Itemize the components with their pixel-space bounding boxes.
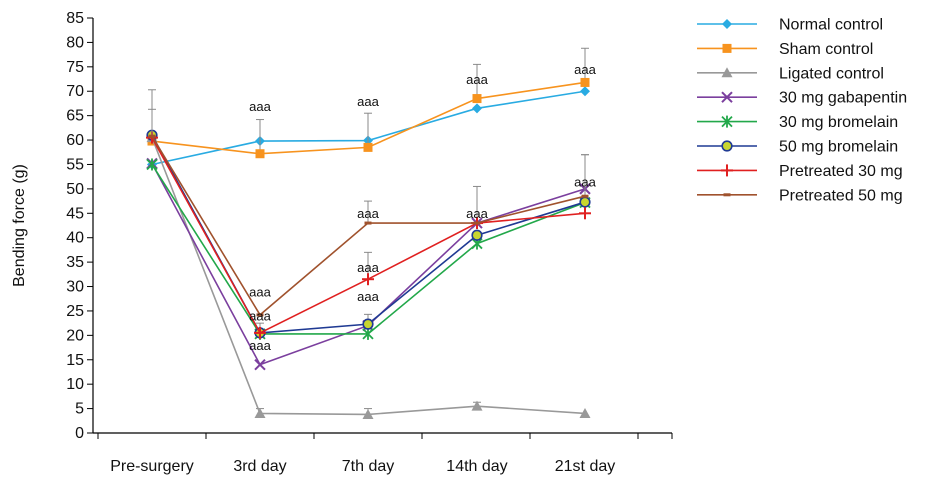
legend-label: 30 mg gabapentin <box>779 90 907 107</box>
legend-swatch-marker <box>721 67 733 78</box>
y-tick-label: 0 <box>75 425 84 442</box>
data-point <box>146 158 158 171</box>
y-tick-label: 60 <box>66 132 84 149</box>
y-tick-label: 30 <box>66 279 84 296</box>
legend-swatch-marker <box>721 115 733 128</box>
annotation-label: aaa <box>357 289 379 304</box>
data-point <box>579 196 591 208</box>
series-line <box>151 135 586 317</box>
legend-label: Ligated control <box>779 65 884 82</box>
legend-swatch-marker <box>721 164 733 177</box>
data-point <box>581 194 589 198</box>
legend-swatch-marker <box>722 43 732 53</box>
legend-item: Pretreated 50 mg <box>697 187 903 204</box>
data-point <box>254 407 266 418</box>
annotation-label: aaa <box>249 99 271 114</box>
y-tick-label: 85 <box>66 10 84 27</box>
annotation-label: aaa <box>249 338 271 353</box>
legend-swatch-marker-stroke <box>721 91 733 103</box>
x-tick-label: Pre-surgery <box>110 458 194 475</box>
data-point <box>473 221 481 225</box>
y-tick-label: 70 <box>66 83 84 100</box>
x-tick-label: 3rd day <box>233 458 286 475</box>
data-point <box>364 221 372 225</box>
annotations: aaa aaa aaa aaa aaa aaa aaa aaa aaa aaa aaa aaa <box>249 62 596 353</box>
legend-swatch-marker <box>723 193 731 197</box>
data-point <box>362 408 374 419</box>
legend-label: Pretreated 30 mg <box>779 163 903 180</box>
data-point <box>362 318 374 330</box>
legend-item: Normal control <box>697 17 883 34</box>
y-tick-label: 20 <box>66 327 84 344</box>
data-point <box>256 313 264 317</box>
data-point <box>362 327 374 340</box>
y-tick-label: 35 <box>66 254 84 271</box>
data-point <box>254 326 266 339</box>
legend-label: 30 mg bromelain <box>779 114 898 131</box>
legend-swatch-marker <box>722 19 732 29</box>
data-point <box>363 142 373 152</box>
y-tick-label: 10 <box>66 376 84 393</box>
annotation-label: aaa <box>249 309 271 324</box>
data-point <box>580 86 590 97</box>
y-tick-label: 80 <box>66 34 84 51</box>
y-axis-title: Bending force (g) <box>11 164 28 287</box>
legend-item: 30 mg bromelain <box>697 114 898 131</box>
data-point <box>579 407 591 418</box>
legend-item: Sham control <box>697 41 873 58</box>
legend-swatch-marker <box>721 140 733 152</box>
annotation-label: aaa <box>249 284 271 299</box>
y-tick-label: 45 <box>66 205 84 222</box>
data-point <box>471 229 483 241</box>
legend-item: Ligated control <box>697 65 884 82</box>
annotation-label: aaa <box>466 72 488 87</box>
data-point <box>255 149 265 159</box>
y-tick-label: 55 <box>66 156 84 173</box>
y-tick-label: 40 <box>66 230 84 247</box>
legend-label: Pretreated 50 mg <box>779 187 903 204</box>
data-point <box>579 207 591 220</box>
legend: Normal control Sham control Ligated contro… <box>697 17 907 204</box>
legend-label: Sham control <box>779 41 873 58</box>
series-line <box>151 164 586 335</box>
y-tick-label: 50 <box>66 181 84 198</box>
series-5 <box>146 129 591 339</box>
y-tick-label: 5 <box>75 401 84 418</box>
legend-item: 30 mg gabapentin <box>697 90 907 107</box>
data-point <box>148 134 156 138</box>
y-tick-label: 15 <box>66 352 84 369</box>
axes: 0 5 10 15 20 25 30 35 40 45 50 55 60 65 70 75 80 85 Pre-su… <box>11 10 673 475</box>
y-tick-label: 65 <box>66 108 84 125</box>
data-point <box>362 273 374 286</box>
legend-item: Pretreated 30 mg <box>697 163 903 180</box>
legend-item: 50 mg bromelain <box>697 139 898 156</box>
annotation-label: aaa <box>574 62 596 77</box>
y-tick-label: 25 <box>66 303 84 320</box>
x-tick-label: 21st day <box>555 458 615 475</box>
x-tick-label: 14th day <box>446 458 507 475</box>
x-tick-label: 7th day <box>342 458 394 475</box>
data-point <box>471 400 483 411</box>
legend-swatch-marker <box>721 91 733 103</box>
series-layer <box>146 47 591 419</box>
annotation-label: aaa <box>357 94 379 109</box>
data-point <box>580 77 590 87</box>
data-point <box>254 358 266 371</box>
y-tick-label: 75 <box>66 59 84 76</box>
annotation-label: aaa <box>357 260 379 275</box>
annotation-label: aaa <box>466 206 488 221</box>
series-7 <box>148 89 589 317</box>
annotation-label: aaa <box>357 206 379 221</box>
legend-label: Normal control <box>779 17 883 34</box>
data-point <box>472 103 482 114</box>
annotation-label: aaa <box>574 174 596 189</box>
data-point-stroke <box>254 358 266 371</box>
legend-label: 50 mg bromelain <box>779 139 898 156</box>
data-point <box>472 94 482 104</box>
